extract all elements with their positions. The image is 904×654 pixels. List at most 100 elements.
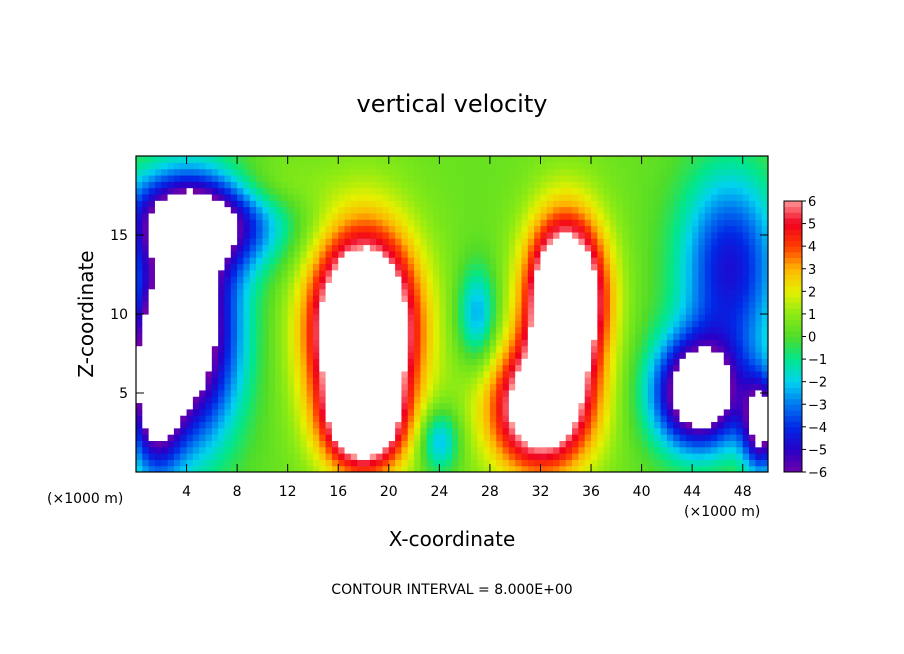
heatmap-cell bbox=[660, 339, 668, 347]
heatmap-cell bbox=[357, 345, 365, 353]
heatmap-cell bbox=[647, 453, 655, 460]
heatmap-cell bbox=[666, 193, 674, 201]
heatmap-cell bbox=[698, 446, 706, 454]
heatmap-cell bbox=[230, 269, 238, 277]
heatmap-cell bbox=[218, 206, 226, 214]
heatmap-cell bbox=[433, 396, 440, 404]
heatmap-cell bbox=[237, 269, 245, 277]
heatmap-cell bbox=[433, 193, 440, 201]
heatmap-cell bbox=[496, 396, 504, 404]
heatmap-cell bbox=[666, 314, 674, 321]
heatmap-cell bbox=[755, 301, 763, 309]
heatmap-cell bbox=[180, 156, 188, 163]
heatmap-cell bbox=[287, 358, 295, 366]
heatmap-cell bbox=[230, 307, 238, 315]
heatmap-cell bbox=[452, 358, 459, 366]
heatmap-cell bbox=[464, 358, 472, 366]
heatmap-cell bbox=[736, 459, 744, 467]
heatmap-cell bbox=[401, 263, 409, 271]
heatmap-cell bbox=[294, 168, 301, 176]
heatmap-cell bbox=[635, 307, 643, 315]
heatmap-cell bbox=[211, 326, 219, 334]
heatmap-cell bbox=[173, 421, 181, 429]
heatmap-cell bbox=[136, 377, 143, 385]
heatmap-cell bbox=[300, 231, 308, 239]
heatmap-cell bbox=[294, 421, 301, 429]
heatmap-cell bbox=[148, 377, 156, 385]
heatmap-cell bbox=[249, 421, 257, 429]
heatmap-cell bbox=[704, 446, 712, 454]
heatmap-cell bbox=[300, 377, 308, 385]
heatmap-cell bbox=[445, 415, 453, 423]
heatmap-cell bbox=[527, 427, 535, 435]
heatmap-cell bbox=[357, 415, 365, 423]
heatmap-cell bbox=[534, 162, 542, 170]
heatmap-cell bbox=[553, 408, 561, 416]
heatmap-cell bbox=[173, 307, 181, 315]
heatmap-cell bbox=[173, 225, 181, 233]
heatmap-cell bbox=[186, 193, 194, 201]
heatmap-cell bbox=[382, 377, 390, 385]
heatmap-cell bbox=[376, 434, 384, 441]
heatmap-cell bbox=[730, 295, 737, 302]
heatmap-cell bbox=[565, 427, 573, 435]
heatmap-cell bbox=[363, 459, 371, 467]
heatmap-cell bbox=[584, 295, 592, 302]
heatmap-cell bbox=[294, 345, 301, 353]
heatmap-cell bbox=[603, 421, 611, 429]
heatmap-cell bbox=[673, 181, 681, 189]
heatmap-cell bbox=[477, 427, 485, 435]
heatmap-cell bbox=[704, 320, 712, 328]
heatmap-cell bbox=[597, 225, 605, 233]
heatmap-cell bbox=[628, 193, 636, 201]
heatmap-cell bbox=[357, 434, 365, 441]
heatmap-cell bbox=[312, 307, 320, 315]
heatmap-cell bbox=[306, 257, 314, 265]
heatmap-cell bbox=[230, 377, 238, 385]
heatmap-cell bbox=[755, 288, 763, 296]
heatmap-cell bbox=[262, 434, 270, 441]
heatmap-cell bbox=[338, 244, 346, 252]
heatmap-cell bbox=[136, 250, 143, 258]
heatmap-cell bbox=[470, 446, 478, 454]
heatmap-cell bbox=[660, 231, 668, 239]
heatmap-cell bbox=[414, 459, 421, 467]
heatmap-cell bbox=[173, 332, 181, 340]
heatmap-cell bbox=[300, 358, 308, 366]
heatmap-cell bbox=[597, 307, 605, 315]
heatmap-cell bbox=[736, 187, 744, 195]
heatmap-cell bbox=[458, 370, 466, 378]
heatmap-cell bbox=[173, 219, 181, 227]
heatmap-cell bbox=[154, 389, 162, 397]
heatmap-cell bbox=[559, 345, 567, 353]
heatmap-cell bbox=[666, 421, 674, 429]
heatmap-cell bbox=[281, 193, 289, 201]
heatmap-cell bbox=[553, 427, 561, 435]
heatmap-cell bbox=[262, 187, 270, 195]
heatmap-cell bbox=[312, 364, 320, 372]
heatmap-cell bbox=[730, 193, 737, 201]
heatmap-cell bbox=[401, 238, 409, 246]
heatmap-cell bbox=[635, 244, 643, 252]
heatmap-cell bbox=[357, 168, 365, 176]
heatmap-cell bbox=[161, 314, 169, 321]
heatmap-cell bbox=[565, 453, 573, 460]
heatmap-cell bbox=[553, 244, 561, 252]
heatmap-cell bbox=[553, 263, 561, 271]
heatmap-cell bbox=[458, 434, 466, 441]
heatmap-cell bbox=[692, 212, 700, 220]
heatmap-cell bbox=[736, 307, 744, 315]
heatmap-cell bbox=[704, 465, 712, 472]
heatmap-cell bbox=[275, 415, 282, 423]
heatmap-cell bbox=[711, 440, 719, 448]
heatmap-cell bbox=[268, 193, 276, 201]
heatmap-cell bbox=[420, 326, 428, 334]
heatmap-cell bbox=[464, 206, 472, 214]
heatmap-cell bbox=[704, 225, 712, 233]
heatmap-cell bbox=[502, 415, 510, 423]
heatmap-cell bbox=[237, 332, 245, 340]
heatmap-cell bbox=[692, 307, 700, 315]
heatmap-cell bbox=[736, 231, 744, 239]
heatmap-cell bbox=[717, 174, 725, 182]
heatmap-cell bbox=[281, 168, 289, 176]
